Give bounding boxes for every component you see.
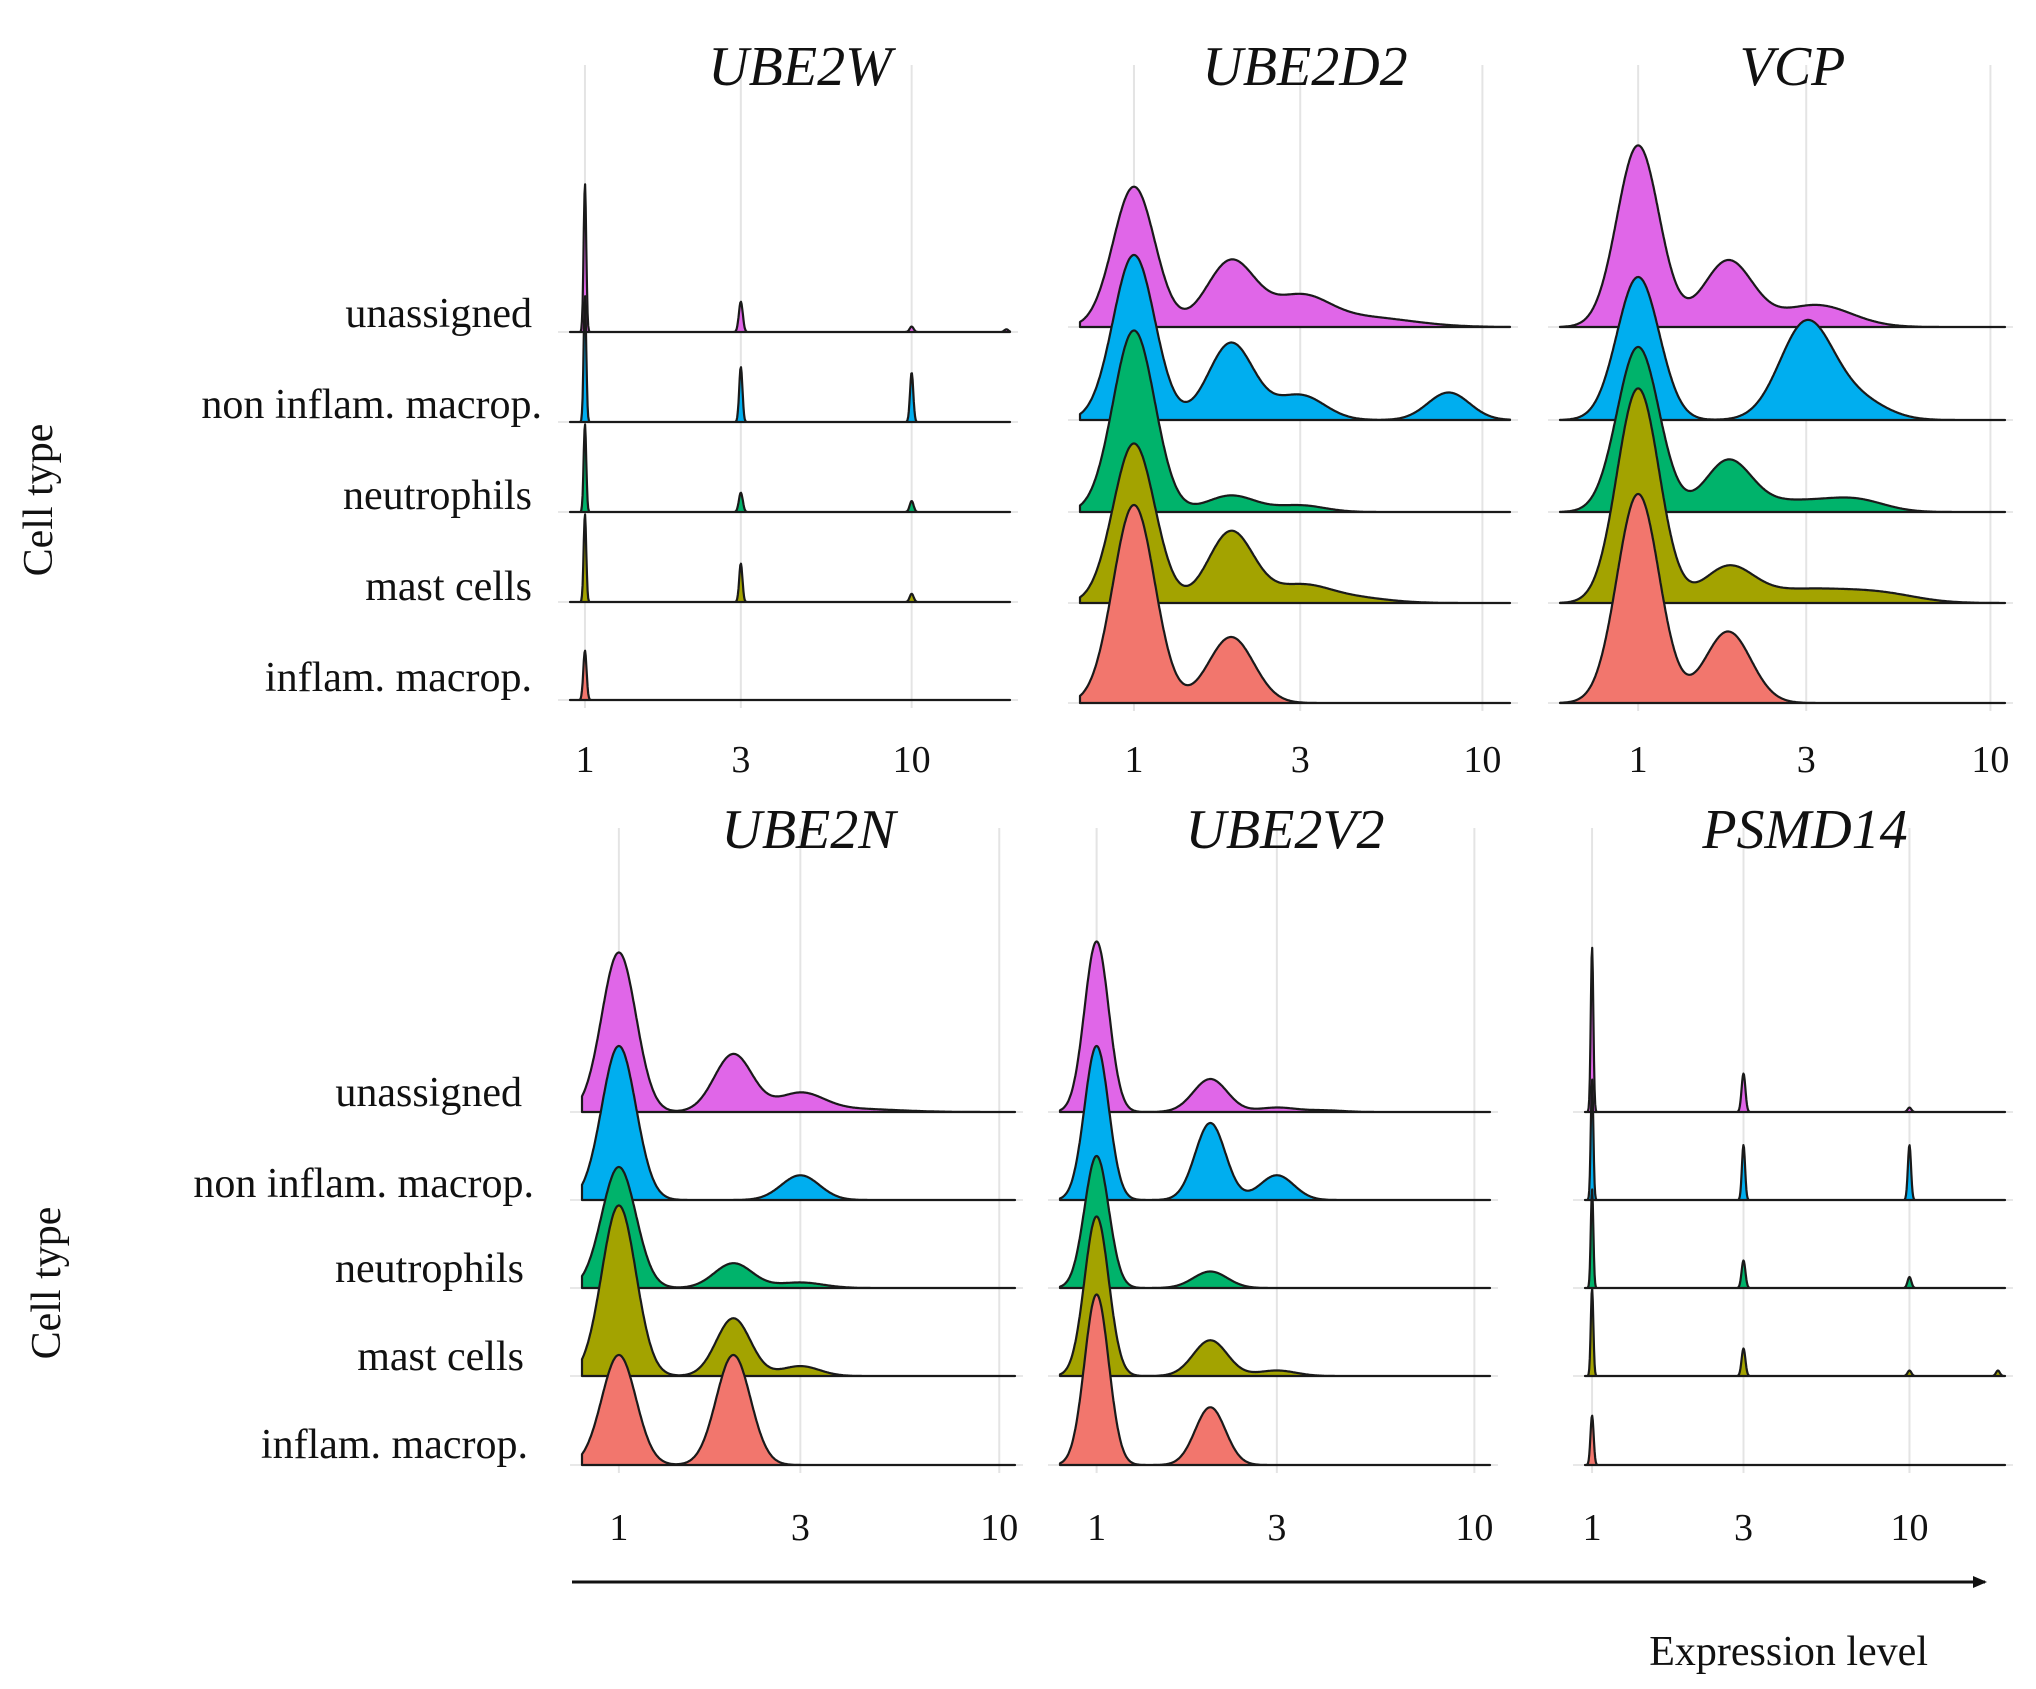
ridge-vcp-mast-cells — [1558, 387, 2007, 605]
ridge-ube2w-mast-cells — [568, 513, 1012, 604]
tick-label-1: 1 — [1087, 1507, 1106, 1549]
panel-ube2n: 1 3 10 UBE2N — [570, 799, 1023, 1549]
tick-label-3: 3 — [731, 739, 750, 781]
panel-title: UBE2W — [708, 36, 896, 98]
tick-label-3: 3 — [1267, 1507, 1286, 1549]
ridge-vcp-neutrophils — [1558, 345, 2007, 514]
tick-label-3: 3 — [1291, 739, 1310, 781]
tick-label-1: 1 — [575, 739, 594, 781]
panels: 1 3 10 UBE2W 1 3 10 UBE2D2 1 3 10 VCP 1 3 10 UBE2N 1 3 10 U… — [558, 36, 2013, 1549]
x-axis-title: Expression level — [1649, 1629, 1928, 1675]
tick-label-10: 10 — [980, 1507, 1018, 1549]
ridge-psmd14-mast-cells — [1583, 1287, 2007, 1378]
row-label-non-inflam-macrop: non inflam. macrop. — [193, 1161, 534, 1207]
tick-label-10: 10 — [1890, 1507, 1928, 1549]
panel-psmd14: 1 3 10 PSMD14 — [1573, 799, 2013, 1549]
panel-ube2v2: 1 3 10 UBE2V2 — [1048, 799, 1498, 1549]
ridge-ube2n-unassigned — [580, 951, 1017, 1114]
row-label-inflam-macrop: inflam. macrop. — [261, 1422, 528, 1468]
row-label-mast-cells: mast cells — [365, 564, 532, 610]
y-axis-title-top: Cell type — [16, 424, 62, 577]
ridge-ube2v2-unassigned — [1058, 940, 1492, 1114]
row-label-inflam-macrop: inflam. macrop. — [265, 655, 532, 701]
ridge-ube2d2-inflam-macrop — [1078, 503, 1512, 705]
panel-title: UBE2D2 — [1202, 36, 1407, 98]
panel-title: VCP — [1740, 36, 1846, 98]
row-label-neutrophils: neutrophils — [335, 1246, 524, 1292]
tick-label-10: 10 — [1463, 739, 1501, 781]
ridge-vcp-non-inflam-macrop — [1558, 275, 2007, 422]
row-labels-top: unassigned non inflam. macrop. neutrophi… — [201, 291, 542, 701]
panel-title: UBE2N — [721, 799, 898, 861]
ridge-psmd14-neutrophils — [1583, 1188, 2007, 1290]
row-label-unassigned: unassigned — [335, 1070, 522, 1116]
row-label-non-inflam-macrop: non inflam. macrop. — [201, 382, 542, 428]
ridge-ube2v2-mast-cells — [1058, 1215, 1492, 1378]
tick-label-3: 3 — [1797, 739, 1816, 781]
ridge-vcp-inflam-macrop — [1558, 492, 2007, 705]
ridge-vcp-unassigned — [1558, 144, 2007, 329]
row-labels-bottom: unassigned non inflam. macrop. neutrophi… — [193, 1070, 534, 1468]
ridge-psmd14-unassigned — [1583, 946, 2007, 1114]
row-label-neutrophils: neutrophils — [343, 473, 532, 519]
ridge-psmd14-non-inflam-macrop — [1583, 1078, 2007, 1202]
panel-ube2d2: 1 3 10 UBE2D2 — [1068, 36, 1518, 781]
ridge-ube2v2-inflam-macrop — [1058, 1293, 1492, 1467]
row-label-unassigned: unassigned — [345, 291, 532, 337]
row-label-mast-cells: mast cells — [357, 1334, 524, 1380]
panel-ube2w: 1 3 10 UBE2W — [558, 36, 1018, 781]
ridge-psmd14-inflam-macrop — [1583, 1414, 2007, 1467]
tick-label-1: 1 — [609, 1507, 628, 1549]
ridge-ube2v2-non-inflam-macrop — [1058, 1044, 1492, 1202]
ridge-ube2n-inflam-macrop — [580, 1353, 1017, 1467]
panel-vcp: 1 3 10 VCP — [1548, 36, 2013, 781]
panel-title: PSMD14 — [1701, 799, 1907, 861]
ridge-ube2w-non-inflam-macrop — [568, 295, 1012, 424]
ridge-ube2n-mast-cells — [580, 1204, 1017, 1378]
tick-label-1: 1 — [1629, 739, 1648, 781]
ridge-ube2w-inflam-macrop — [568, 649, 1012, 702]
y-axis-title-bottom: Cell type — [24, 1207, 70, 1360]
tick-label-1: 1 — [1124, 739, 1143, 781]
tick-label-3: 3 — [791, 1507, 810, 1549]
tick-label-1: 1 — [1583, 1507, 1602, 1549]
tick-label-3: 3 — [1734, 1507, 1753, 1549]
tick-label-10: 10 — [1971, 739, 2009, 781]
ridge-ube2w-unassigned — [568, 183, 1012, 334]
tick-label-10: 10 — [1455, 1507, 1493, 1549]
ridge-ube2w-neutrophils — [568, 423, 1012, 514]
tick-label-10: 10 — [893, 739, 931, 781]
panel-title: UBE2V2 — [1185, 799, 1384, 861]
